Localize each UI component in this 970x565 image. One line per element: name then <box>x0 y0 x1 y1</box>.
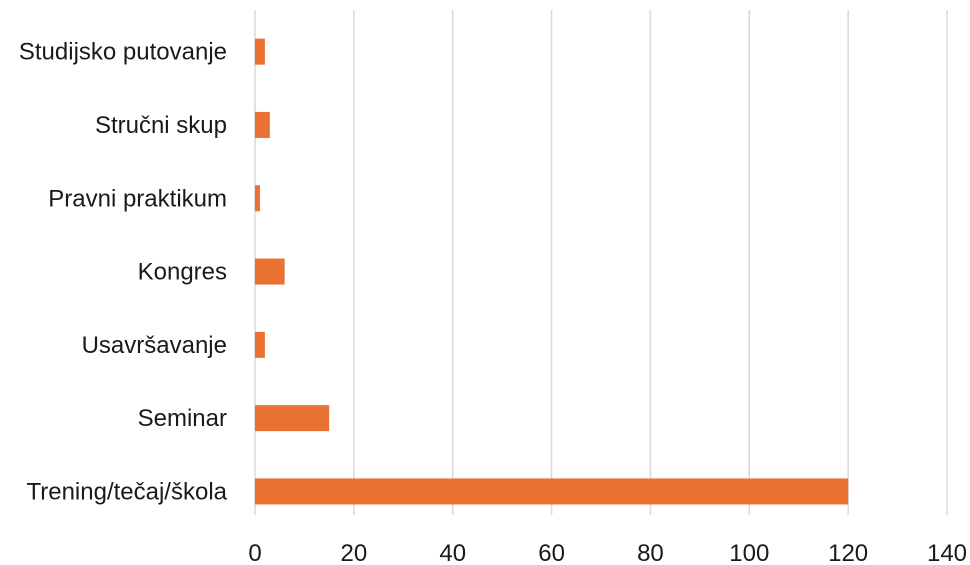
category-label: Studijsko putovanje <box>19 39 227 66</box>
x-tick-label-120: 120 <box>828 540 868 565</box>
x-tick-label-40: 40 <box>439 540 466 565</box>
category-label: Pravni praktikum <box>48 185 227 212</box>
x-tick-label-80: 80 <box>637 540 664 565</box>
category-label: Trening/tečaj/škola <box>26 478 227 505</box>
bar-studijsko-putovanje <box>255 38 265 65</box>
bar-trening-te-aj-kola <box>255 478 849 505</box>
bar-pravni-praktikum <box>255 185 260 212</box>
bar-usavr-avanje <box>255 331 265 358</box>
x-axis-tick-labels: 0 20 40 60 80 100 120 140 <box>248 540 967 565</box>
bar-seminar <box>255 405 330 432</box>
category-labels: Studijsko putovanje Stručni skup Pravni pr… <box>19 39 228 506</box>
bar-kongres <box>255 258 285 285</box>
gridlines <box>254 10 948 515</box>
bars <box>255 38 849 505</box>
category-label: Kongres <box>138 259 227 286</box>
x-tick-label-60: 60 <box>538 540 565 565</box>
x-tick-label-100: 100 <box>729 540 769 565</box>
x-tick-label-20: 20 <box>341 540 368 565</box>
x-tick-label-0: 0 <box>248 540 261 565</box>
x-tick-label-140: 140 <box>927 540 967 565</box>
category-label: Stručni skup <box>95 112 227 139</box>
category-label: Usavršavanje <box>82 332 227 359</box>
bar-stru-ni-skup <box>255 111 270 138</box>
category-label: Seminar <box>138 405 227 432</box>
